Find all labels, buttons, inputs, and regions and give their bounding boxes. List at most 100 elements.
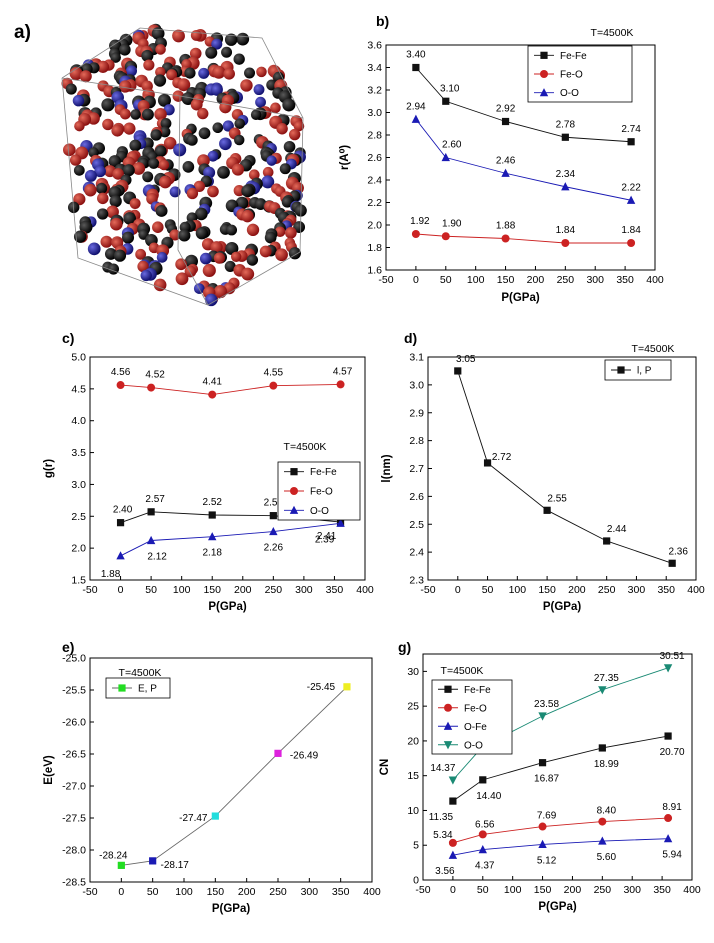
data-point xyxy=(483,459,492,467)
x-tick-label: 100 xyxy=(173,584,191,596)
atom xyxy=(184,265,197,278)
atom xyxy=(219,137,232,151)
series-l, P: 3.05 2.72 2.55 2.44 2.36 xyxy=(454,354,688,567)
y-tick-label: 3.0 xyxy=(367,107,382,119)
data-label: 2.72 xyxy=(492,452,512,463)
x-tick-label: 50 xyxy=(440,274,452,286)
x-tick-label: -50 xyxy=(378,274,393,286)
atom xyxy=(233,134,245,146)
y-tick-label: 2.4 xyxy=(409,547,424,559)
atom xyxy=(155,44,166,55)
data-label: 27.35 xyxy=(594,673,619,684)
atom xyxy=(190,29,202,41)
y-tick-label: 1.8 xyxy=(367,242,382,254)
data-point xyxy=(538,822,547,831)
atomic-cluster-image xyxy=(61,23,307,307)
data-label: 1.84 xyxy=(556,225,576,236)
chart-panel-b: b) -50 0 50 100 150 200 250 300 350 400 1.6 1.8 2.0 2.… xyxy=(338,13,664,304)
atom xyxy=(129,198,141,210)
data-point xyxy=(412,63,420,72)
atom xyxy=(259,245,272,258)
data-label: 18.99 xyxy=(594,759,619,770)
atom xyxy=(213,284,228,299)
atom xyxy=(198,127,211,140)
data-label: 2.26 xyxy=(264,543,284,554)
data-label: 1.92 xyxy=(410,216,430,227)
y-tick-label: 20 xyxy=(407,735,419,747)
y-tick-label: 3.2 xyxy=(367,85,382,97)
y-tick-label: 0 xyxy=(413,875,419,887)
data-point xyxy=(538,839,547,848)
atom xyxy=(231,163,245,176)
atom xyxy=(158,159,170,171)
atom xyxy=(274,226,286,238)
y-tick-label: 2.6 xyxy=(367,152,382,164)
data-label: 4.56 xyxy=(111,367,131,378)
data-label: 2.78 xyxy=(556,119,576,130)
x-tick-label: 50 xyxy=(147,886,159,898)
y-tick-label: 3.5 xyxy=(71,447,86,459)
x-tick-label: 400 xyxy=(646,274,664,286)
atom xyxy=(102,118,114,131)
x-tick-label: 200 xyxy=(568,584,586,596)
y-tick-label: 2.6 xyxy=(409,491,424,503)
atom xyxy=(195,227,208,240)
atom xyxy=(166,69,178,81)
chart-panel-c: c) -50 0 50 100 150 200 250 300 350 400 1.5 2.0 2.5 3.… xyxy=(43,330,374,613)
data-point xyxy=(116,551,125,560)
y-tick-label: -26.5 xyxy=(62,749,86,761)
atom xyxy=(266,155,277,166)
atom xyxy=(96,208,109,220)
data-point xyxy=(336,518,345,527)
x-tick-label: 250 xyxy=(598,584,616,596)
atom xyxy=(153,278,167,292)
atom xyxy=(119,80,132,93)
data-point xyxy=(478,830,487,839)
atom xyxy=(72,94,85,107)
x-tick-label: 250 xyxy=(594,884,612,896)
atom xyxy=(261,175,275,189)
atom xyxy=(119,108,131,120)
x-tick-label: 300 xyxy=(586,274,604,286)
y-tick-label: -28.5 xyxy=(62,877,86,889)
atom xyxy=(79,70,92,83)
legend-marker xyxy=(289,505,299,514)
atom xyxy=(248,169,260,181)
atom xyxy=(253,84,265,96)
y-tick-label: -25.0 xyxy=(62,653,86,665)
y-axis-label: l(nm) xyxy=(381,454,393,482)
data-label: 16.87 xyxy=(534,774,559,785)
y-tick-label: 2.5 xyxy=(409,519,424,531)
data-point xyxy=(336,380,345,389)
data-point xyxy=(627,239,636,247)
x-tick-label: 50 xyxy=(477,884,489,896)
data-point xyxy=(269,381,278,390)
data-label: 5.12 xyxy=(537,855,557,866)
x-tick-label: 400 xyxy=(683,884,701,896)
atom xyxy=(202,263,216,278)
atom xyxy=(157,93,171,107)
atom xyxy=(256,66,267,78)
x-tick-label: 350 xyxy=(616,274,634,286)
atom xyxy=(230,251,242,262)
series-O-O: 2.94 2.60 2.46 2.34 2.22 xyxy=(406,101,641,204)
atom xyxy=(199,252,212,265)
atom xyxy=(279,163,291,175)
panel-a-atomic-structure: a) xyxy=(14,22,307,307)
data-label: 1.84 xyxy=(621,225,641,236)
legend-marker xyxy=(617,366,625,374)
data-point xyxy=(454,367,462,375)
y-tick-label: -25.5 xyxy=(62,685,86,697)
data-label: 2.74 xyxy=(621,124,641,135)
y-tick-label: 10 xyxy=(407,805,419,817)
legend: l, P xyxy=(604,359,672,381)
atom xyxy=(141,49,154,62)
legend-label: O-O xyxy=(310,506,329,517)
data-point xyxy=(146,535,156,545)
atom xyxy=(132,162,146,175)
atom xyxy=(198,67,210,79)
series-Fe-Fe: 2.40 2.57 2.52 2.51 2.41 xyxy=(113,494,345,542)
data-point xyxy=(211,812,219,820)
legend-marker xyxy=(540,51,548,59)
